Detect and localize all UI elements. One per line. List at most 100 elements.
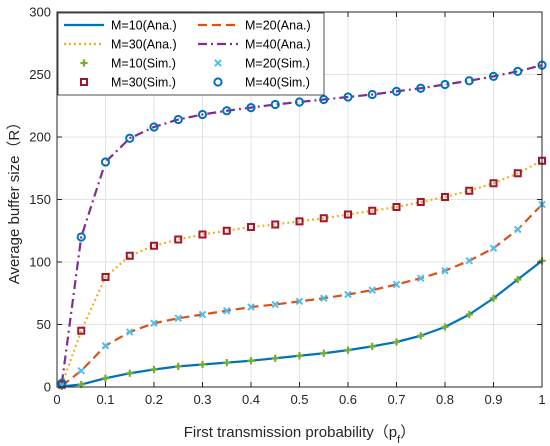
data-point xyxy=(392,203,401,211)
legend-entry: M=20(Sim.) xyxy=(214,57,310,71)
legend-entry: M=40(Ana.) xyxy=(198,38,311,52)
legend-entry: M=30(Sim.) xyxy=(80,76,176,90)
data-point xyxy=(77,326,86,335)
data-point xyxy=(125,328,134,336)
data-point xyxy=(489,179,498,188)
legend-box xyxy=(57,12,325,96)
data-point xyxy=(247,357,255,365)
data-point xyxy=(76,232,86,242)
data-point xyxy=(174,362,182,370)
series-line xyxy=(61,259,543,388)
series-M=30(Sim.) xyxy=(57,156,546,389)
data-point xyxy=(174,314,183,323)
data-point xyxy=(271,220,280,229)
legend-label: M=40(Sim.) xyxy=(245,76,310,90)
data-point xyxy=(514,275,522,284)
data-point xyxy=(174,235,183,244)
data-point xyxy=(125,133,135,143)
data-point xyxy=(465,310,473,319)
data-point xyxy=(465,186,474,195)
x-tick-label: 0.6 xyxy=(339,392,357,407)
data-point xyxy=(392,280,401,289)
data-point xyxy=(198,360,207,369)
x-tick-label: 0.1 xyxy=(96,392,114,407)
data-point xyxy=(100,157,111,167)
series-M=10(Ana.) xyxy=(61,259,543,388)
data-point xyxy=(488,71,499,81)
data-point xyxy=(489,294,498,302)
y-tick-label: 250 xyxy=(29,67,51,82)
ticks: 0 0.1 0.2 0.3 0.4 0.5 0.6 0.7 0.8 0.9 1 0 50 100 150 20… xyxy=(29,5,545,408)
legend-marker-swatch xyxy=(80,78,88,86)
x-tick-label: 0.8 xyxy=(436,392,454,407)
data-point xyxy=(344,210,352,219)
data-point xyxy=(513,169,522,178)
data-point xyxy=(319,94,329,105)
data-point xyxy=(513,225,522,234)
data-point xyxy=(440,79,450,90)
y-tick-label: 200 xyxy=(29,130,51,145)
series-line xyxy=(60,64,543,384)
legend-marker-swatch xyxy=(213,77,223,87)
legend: M=10(Ana.) M=20(Ana.) M=30(Ana.) M=40(Ana.)… xyxy=(57,12,325,96)
data-point xyxy=(416,83,426,93)
y-axis-label: Average buffer size（R） xyxy=(6,115,23,285)
data-point xyxy=(150,241,158,250)
x-tick-label: 0.2 xyxy=(145,392,163,407)
legend-label: M=40(Ana.) xyxy=(245,38,311,52)
data-point xyxy=(344,290,352,299)
data-point xyxy=(149,122,159,132)
y-tick-label: 0 xyxy=(44,380,51,395)
legend-label: M=10(Sim.) xyxy=(111,57,176,71)
series-M=10(Sim.) xyxy=(58,257,546,390)
data-point xyxy=(367,89,377,100)
series-layer xyxy=(57,60,547,390)
data-point xyxy=(125,251,134,260)
data-point xyxy=(271,354,279,362)
data-point xyxy=(392,338,401,346)
legend-marker-swatch xyxy=(80,59,88,67)
data-point xyxy=(295,297,304,306)
series-M=40(Sim.) xyxy=(57,60,547,388)
data-point xyxy=(391,86,402,96)
data-point xyxy=(417,332,425,340)
data-point xyxy=(246,103,256,113)
data-point xyxy=(441,323,449,331)
legend-label: M=10(Ana.) xyxy=(111,19,177,33)
data-point xyxy=(173,114,183,125)
data-point xyxy=(198,230,207,239)
data-point xyxy=(222,106,232,116)
data-point xyxy=(270,99,280,110)
x-axis-label: First transmission probability（pf） xyxy=(184,424,415,446)
x-tick-label: 1 xyxy=(538,392,545,407)
series-line xyxy=(60,159,543,385)
data-point xyxy=(197,109,208,120)
data-point xyxy=(247,303,255,311)
data-point xyxy=(150,319,158,328)
legend-entry: M=10(Sim.) xyxy=(80,57,176,71)
data-point xyxy=(416,274,425,283)
x-tick-label: 0.4 xyxy=(242,392,260,407)
legend-marker-swatch xyxy=(214,59,222,67)
data-point xyxy=(343,92,353,102)
data-point xyxy=(126,369,134,377)
data-point xyxy=(368,342,376,350)
x-tick-label: 0 xyxy=(53,392,60,407)
data-point xyxy=(247,223,255,231)
data-point xyxy=(295,352,304,360)
data-point xyxy=(101,374,110,382)
data-point xyxy=(271,300,280,309)
y-tick-label: 50 xyxy=(37,317,51,332)
y-tick-label: 300 xyxy=(29,5,51,20)
data-point xyxy=(320,349,328,357)
x-tick-label: 0.3 xyxy=(193,392,211,407)
series-M=30(Ana.) xyxy=(60,159,543,385)
series-line xyxy=(61,203,543,387)
data-point xyxy=(465,256,474,265)
series-M=20(Ana.) xyxy=(61,203,543,387)
data-point xyxy=(101,341,110,350)
series-M=20(Sim.) xyxy=(58,200,546,390)
data-point xyxy=(513,66,523,76)
data-point xyxy=(77,366,86,375)
